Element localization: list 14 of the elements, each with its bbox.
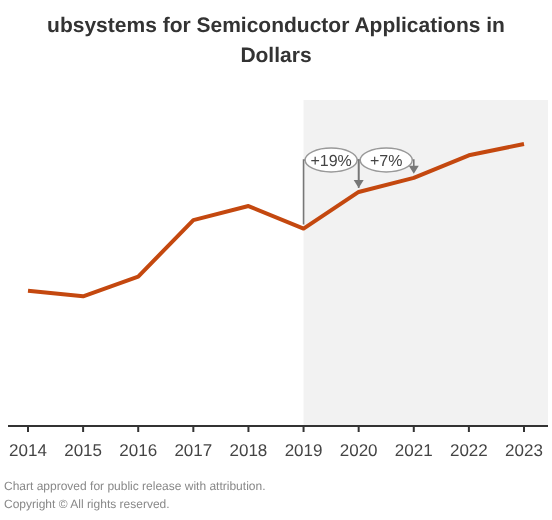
x-tick-label: 2021 [394,440,434,460]
annotation: +19% [310,152,352,170]
chart-subtitle: Dollars [240,44,312,68]
x-tick-label: 2019 [284,440,323,460]
x-tick-label: 2018 [229,440,268,460]
x-tick-label: 2014 [9,440,48,460]
chart-title: ubsystems for Semiconductor Applications in [47,14,505,38]
x-tick-label: 2023 [505,440,544,460]
x-tick-label: 2017 [174,440,213,460]
x-tick-label: 2022 [449,440,489,460]
annotation: +7% [369,152,403,170]
x-tick-label: 2020 [339,440,379,460]
x-tick-label: 2015 [64,440,103,460]
x-tick-label: 2016 [119,440,158,460]
